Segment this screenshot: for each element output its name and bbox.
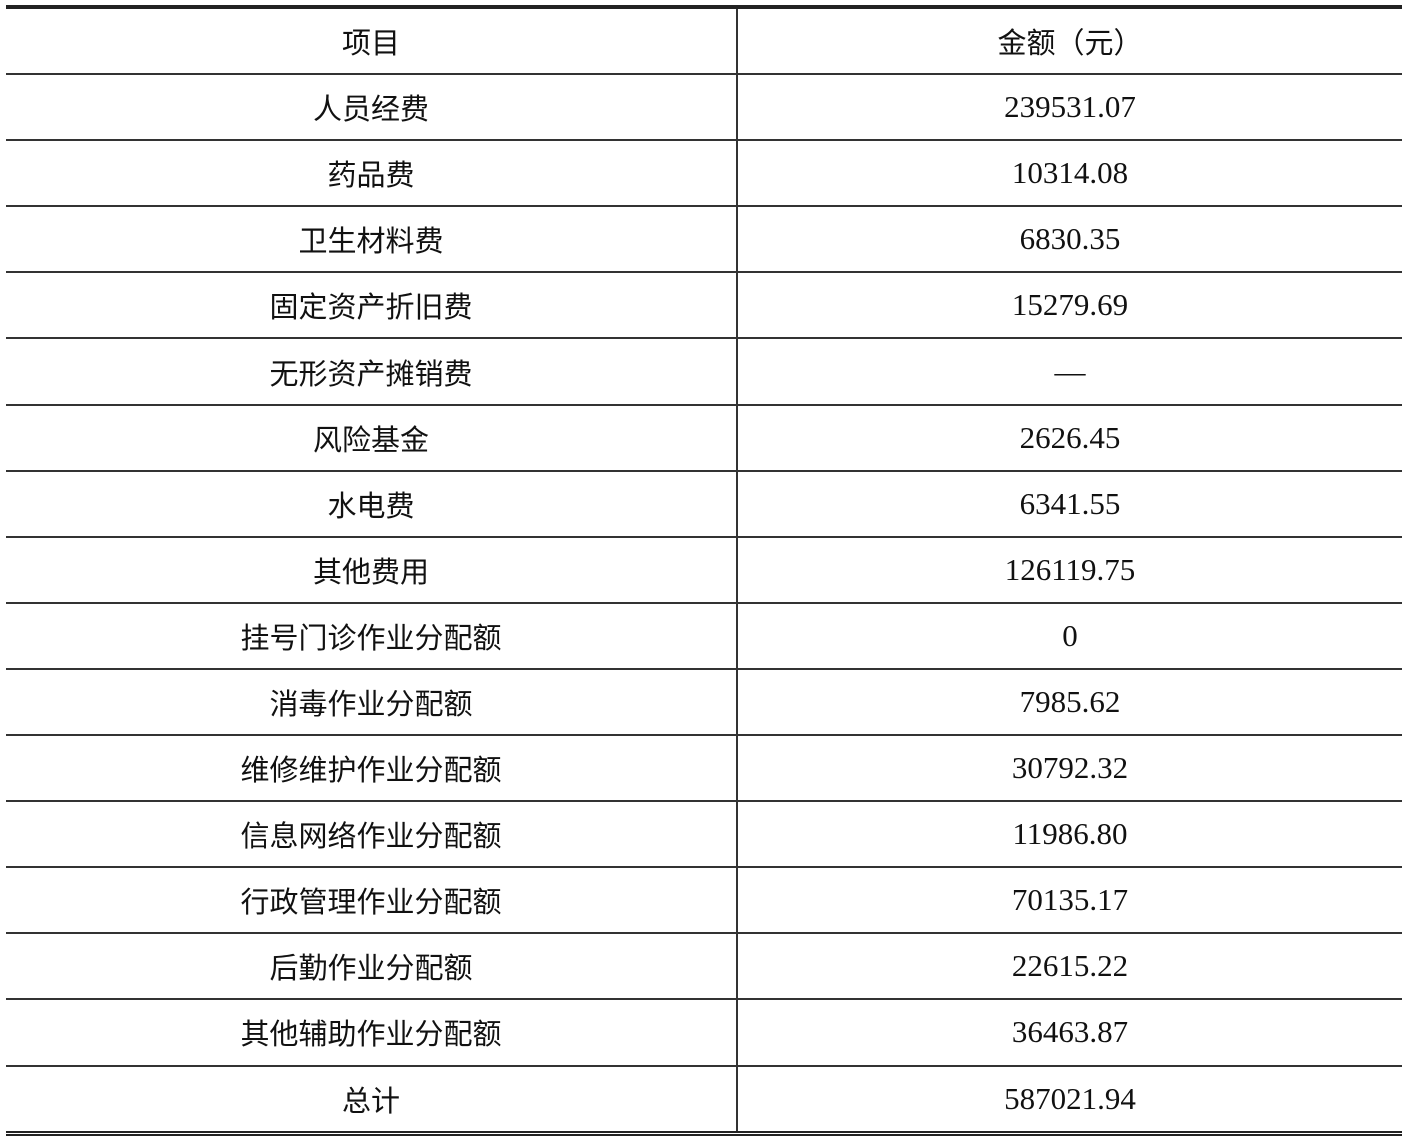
table-row: 其他辅助作业分配额 36463.87 [6,999,1402,1067]
table-row: 行政管理作业分配额 70135.17 [6,867,1402,935]
amount-cell: 11986.80 [737,801,1402,869]
amount-cell: 10314.08 [737,140,1402,208]
item-cell: 风险基金 [6,404,738,472]
amount-cell: 22615.22 [737,933,1402,1001]
amount-cell: 2626.45 [737,404,1402,472]
item-cell: 维修维护作业分配额 [6,735,738,803]
amount-cell: 587021.94 [1004,1080,1136,1116]
amount-cell: 6830.35 [737,206,1402,274]
item-cell: 水电费 [6,470,738,538]
amount-cell: 30792.32 [737,735,1402,803]
table-row: 消毒作业分配额 7985.62 [6,668,1402,737]
table-row: 人员经费 239531.07 [6,74,1402,142]
table-row: 维修维护作业分配额 30792.32 [6,735,1402,803]
table-row: 风险基金 2626.45 [6,404,1402,472]
item-cell: 消毒作业分配额 [6,668,738,737]
table-row: 水电费 6341.55 [6,470,1402,538]
item-cell: 无形资产摊销费 [6,338,738,406]
table-row: 药品费 10314.08 [6,140,1402,208]
cost-table: 项目 金额（元） 人员经费 239531.07 药品费 10314.08 卫生材料费 68… [6,5,1402,1136]
item-cell: 总计 [6,1065,738,1134]
header-row: 项目 金额（元） [6,7,1402,76]
header-amount: 金额（元） [737,7,1402,76]
amount-cell: 36463.87 [737,999,1402,1067]
table-row: 无形资产摊销费 — [6,338,1402,406]
amount-cell: — [737,338,1402,406]
item-cell: 后勤作业分配额 [6,933,738,1001]
amount-cell: 0 [737,602,1402,670]
header-item: 项目 [6,7,738,76]
table-row: 总计 587021.94 [6,1065,1402,1134]
item-cell: 药品费 [6,140,738,208]
table-row: 信息网络作业分配额 11986.80 [6,801,1402,869]
table-row: 后勤作业分配额 22615.22 [6,933,1402,1001]
item-cell: 固定资产折旧费 [6,272,738,340]
table-row: 卫生材料费 6830.35 [6,206,1402,274]
table-row: 挂号门诊作业分配额 0 [6,602,1402,670]
amount-cell: 7985.62 [737,668,1402,737]
table-row: 固定资产折旧费 15279.69 [6,272,1402,340]
item-cell: 卫生材料费 [6,206,738,274]
amount-cell: 239531.07 [737,74,1402,142]
table-row: 其他费用 126119.75 [6,536,1402,604]
item-cell: 其他费用 [6,536,738,604]
item-cell: 行政管理作业分配额 [6,867,738,935]
item-cell: 人员经费 [6,74,738,142]
item-cell: 其他辅助作业分配额 [6,999,738,1067]
amount-cell: 15279.69 [737,272,1402,340]
amount-cell: 70135.17 [737,867,1402,935]
amount-cell: 126119.75 [737,536,1402,604]
item-cell: 信息网络作业分配额 [6,801,738,869]
amount-cell: 6341.55 [737,470,1402,538]
item-cell: 挂号门诊作业分配额 [6,602,738,670]
